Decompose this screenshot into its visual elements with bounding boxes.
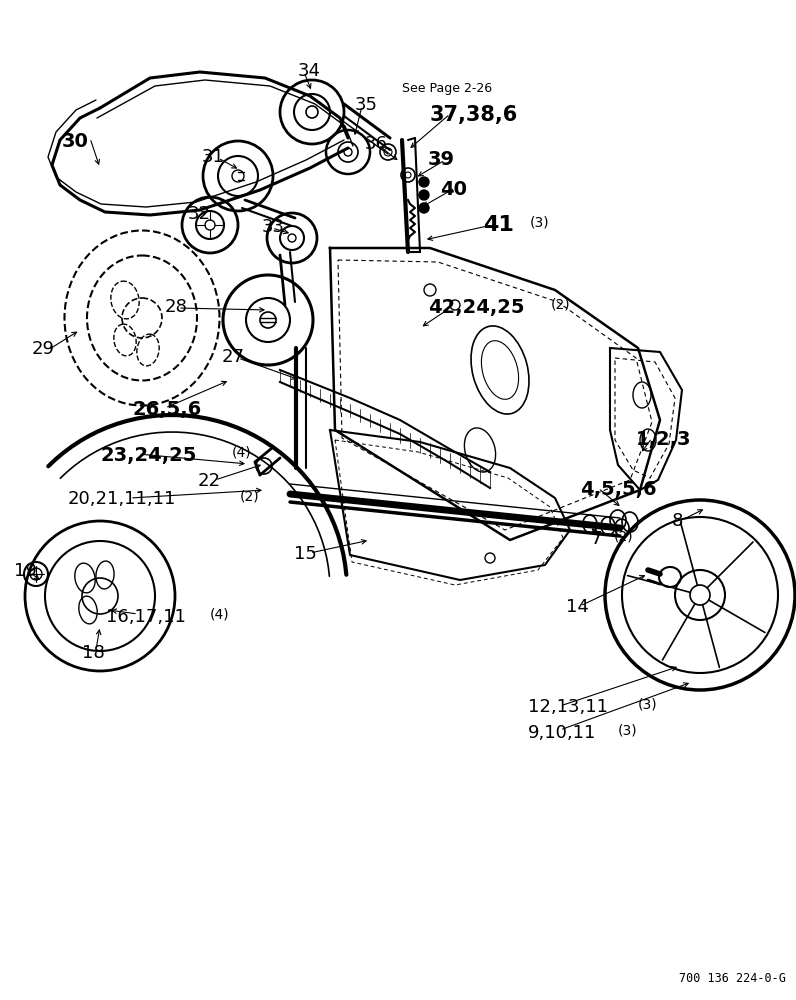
Text: 8: 8 bbox=[672, 512, 684, 530]
Circle shape bbox=[419, 190, 429, 200]
Text: 42,24,25: 42,24,25 bbox=[428, 298, 525, 317]
Text: (3): (3) bbox=[638, 698, 657, 712]
Text: 20,21,11,11: 20,21,11,11 bbox=[68, 490, 177, 508]
Text: See Page 2-26: See Page 2-26 bbox=[402, 82, 492, 95]
Text: (4): (4) bbox=[232, 446, 252, 460]
Text: (2): (2) bbox=[240, 490, 259, 504]
Text: 29: 29 bbox=[32, 340, 55, 358]
Circle shape bbox=[419, 177, 429, 187]
Text: 26,5,6: 26,5,6 bbox=[132, 400, 201, 419]
Text: 700 136 224-0-G: 700 136 224-0-G bbox=[679, 972, 786, 985]
Text: 37,38,6: 37,38,6 bbox=[430, 105, 518, 125]
Text: 31: 31 bbox=[202, 148, 225, 166]
Text: (2): (2) bbox=[614, 530, 634, 544]
Text: 36: 36 bbox=[365, 135, 388, 153]
Text: 33: 33 bbox=[262, 218, 285, 236]
Text: 39: 39 bbox=[428, 150, 455, 169]
Text: 22: 22 bbox=[198, 472, 221, 490]
Text: 16,17,11: 16,17,11 bbox=[106, 608, 186, 626]
Text: 4,5,5,6: 4,5,5,6 bbox=[580, 480, 657, 499]
Text: 41: 41 bbox=[483, 215, 514, 235]
Text: 9,10,11: 9,10,11 bbox=[528, 724, 596, 742]
Text: 27: 27 bbox=[222, 348, 245, 366]
Text: (3): (3) bbox=[530, 215, 549, 229]
Circle shape bbox=[419, 203, 429, 213]
Text: (3): (3) bbox=[618, 724, 638, 738]
Text: 14: 14 bbox=[566, 598, 589, 616]
Text: 28: 28 bbox=[165, 298, 188, 316]
Text: 15: 15 bbox=[294, 545, 317, 563]
Text: 19: 19 bbox=[14, 562, 37, 580]
Text: 7: 7 bbox=[590, 530, 602, 548]
Text: 34: 34 bbox=[298, 62, 321, 80]
Text: 30: 30 bbox=[62, 132, 89, 151]
Text: 40: 40 bbox=[440, 180, 467, 199]
Text: 23,24,25: 23,24,25 bbox=[100, 446, 197, 465]
Text: 1,2,3: 1,2,3 bbox=[636, 430, 692, 449]
Text: (2): (2) bbox=[551, 298, 571, 312]
Text: (4): (4) bbox=[210, 608, 229, 622]
Text: 35: 35 bbox=[355, 96, 378, 114]
Text: 32: 32 bbox=[188, 205, 211, 223]
Text: 18: 18 bbox=[82, 644, 105, 662]
Text: 12,13,11: 12,13,11 bbox=[528, 698, 608, 716]
